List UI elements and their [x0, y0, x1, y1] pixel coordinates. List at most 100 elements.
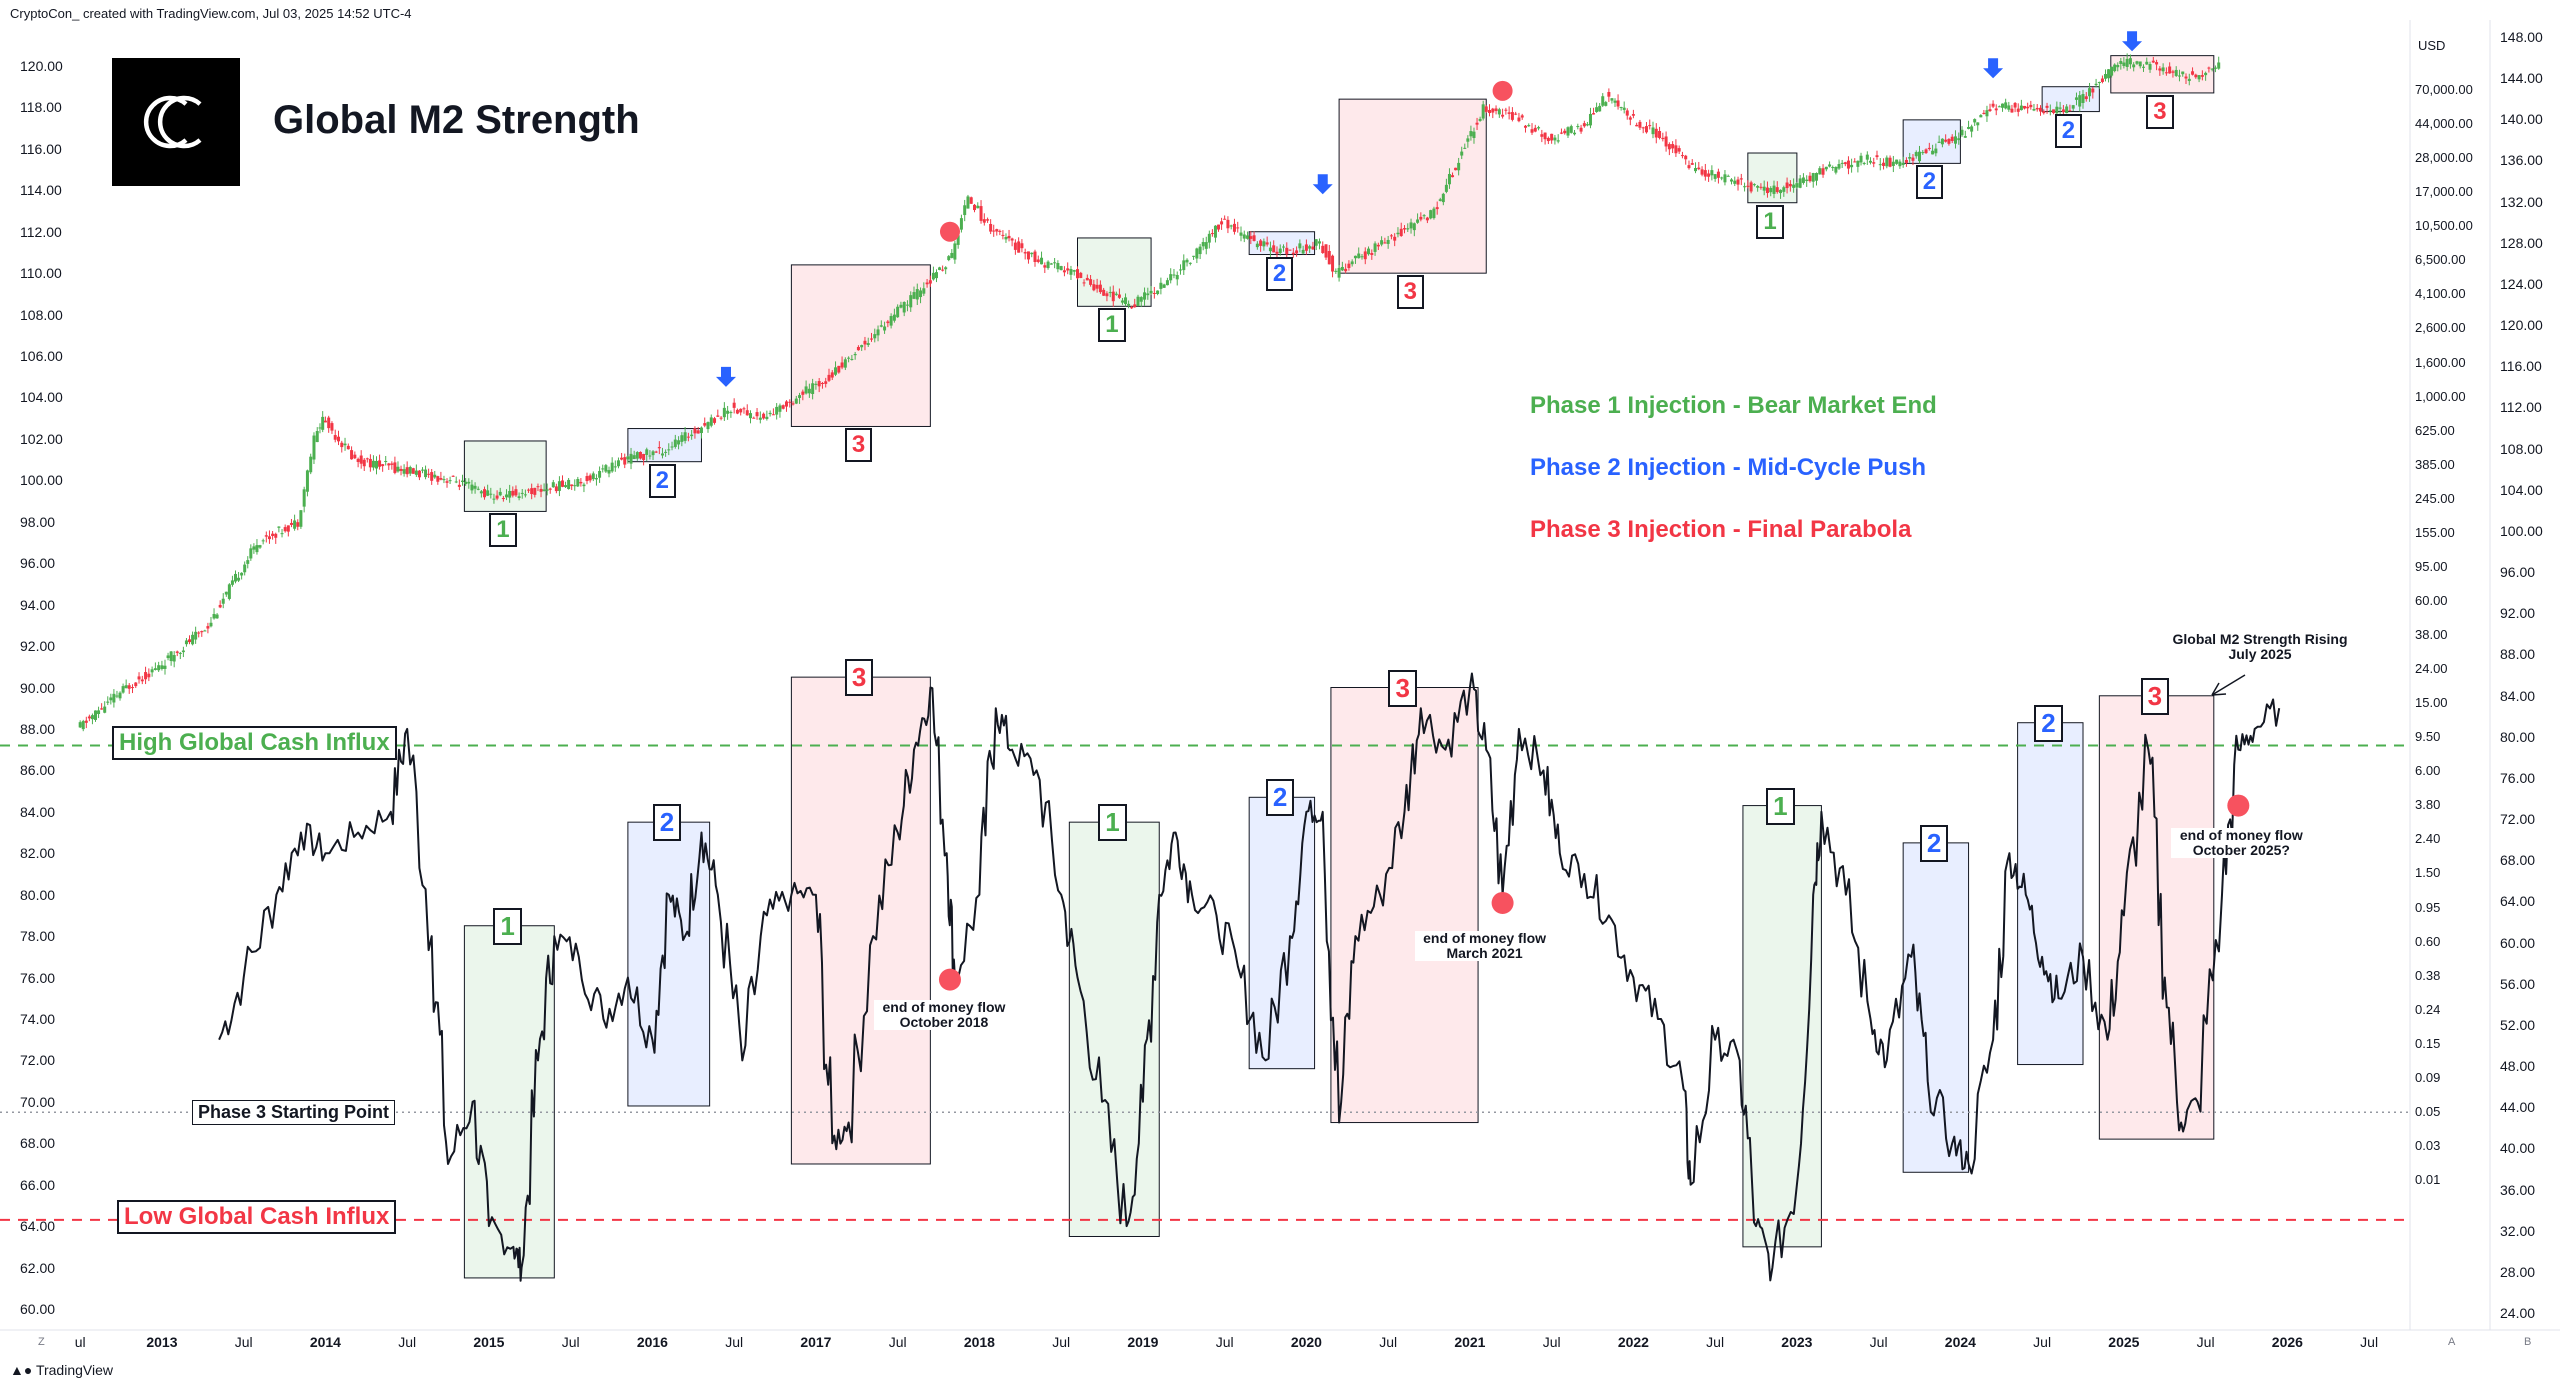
left-axis-tick: 94.00 — [20, 596, 56, 613]
btc-candle-body — [902, 302, 906, 313]
btc-candle-body — [1576, 126, 1580, 128]
btc-candle-body — [1217, 224, 1221, 230]
btc-candle-body — [1878, 164, 1882, 166]
left-axis-tick: 88.00 — [20, 720, 56, 737]
m2-rising-note: Global M2 Strength Rising July 2025 — [2160, 632, 2360, 662]
btc-candle-body — [778, 405, 782, 412]
btc-candle-body — [1911, 157, 1915, 161]
btc-candle-body — [483, 489, 487, 498]
btc-candle-body — [1239, 232, 1243, 236]
btc-candle-body — [992, 230, 996, 232]
right-axis-tick: 116.00 — [2500, 358, 2542, 375]
x-axis-tick: Jul — [1215, 1334, 1234, 1350]
btc-candle-body — [1707, 173, 1711, 177]
btc-candle-body — [690, 434, 694, 437]
btc-candle-body — [137, 676, 141, 680]
btc-candle-body — [950, 252, 954, 258]
btc-candle-body — [1713, 174, 1717, 179]
btc-candle-body — [1661, 137, 1665, 140]
btc-candle-body — [2181, 71, 2185, 75]
btc-candle-body — [1543, 132, 1547, 140]
blue-down-arrow-icon-0 — [715, 366, 736, 387]
btc-candle-body — [2065, 106, 2069, 114]
note-line-2: October 2025? — [2192, 841, 2290, 858]
btc-candle-body — [788, 401, 792, 403]
btc-candle-body — [381, 464, 385, 467]
btc-candle-body — [90, 715, 94, 720]
btc-candle-body — [230, 580, 234, 585]
btc-candle-body — [853, 353, 857, 356]
left-axis-tick: 60.00 — [20, 1301, 56, 1317]
btc-candle-body — [2029, 104, 2033, 108]
btc-candle-body — [762, 413, 766, 419]
btc-candle-body — [1914, 152, 1918, 157]
btc-candle-body — [1255, 243, 1259, 248]
btc-candle-body — [1950, 136, 1954, 141]
level-label-high: High Global Cash Influx — [112, 725, 397, 760]
btc-candle-body — [594, 478, 598, 480]
btc-candle-body — [1891, 161, 1895, 166]
btc-candle-body — [1393, 236, 1397, 241]
btc-candle-body — [1179, 269, 1183, 271]
right-axis-tick: 132.00 — [2500, 193, 2543, 210]
btc-candle-body — [716, 415, 720, 417]
btc-candle-body — [2125, 58, 2129, 67]
btc-candle-body — [1007, 235, 1011, 239]
btc-candle-body — [1994, 108, 1998, 111]
btc-candle-body — [626, 456, 630, 460]
btc-candle-body — [2135, 61, 2139, 64]
btc-candle-body — [221, 598, 225, 604]
btc-candle-body — [651, 451, 655, 456]
right-axis-tick: 52.00 — [2500, 1016, 2536, 1033]
btc-candle-body — [1792, 184, 1796, 188]
x-axis-tick: Jul — [1542, 1334, 1561, 1350]
btc-axis-tick: 6,500.00 — [2415, 252, 2466, 268]
btc-candle-body — [2026, 106, 2030, 109]
btc-candle-body — [709, 417, 713, 426]
btc-candle-body — [2088, 88, 2092, 97]
btc-candle-body — [573, 485, 577, 487]
btc-candle-body — [1412, 223, 1416, 231]
phase-label-upper-5: 3 — [1396, 275, 1425, 310]
btc-candle-body — [824, 381, 828, 384]
btc-candle-body — [1901, 162, 1905, 165]
btc-candle-body — [1501, 114, 1505, 117]
x-axis-tick: 2020 — [1290, 1334, 1322, 1350]
btc-candle-body — [1340, 266, 1344, 271]
x-axis-tick: 2017 — [800, 1334, 832, 1350]
phase-label-lower-3: 1 — [1098, 804, 1127, 842]
btc-candle-body — [915, 289, 919, 300]
btc-candle-body — [1017, 241, 1021, 253]
btc-candle-body — [1023, 252, 1027, 254]
btc-candle-body — [1001, 234, 1005, 236]
btc-candle-body — [1940, 138, 1944, 145]
btc-candle-body — [346, 445, 350, 450]
btc-candle-body — [368, 458, 372, 468]
btc-candle-body — [197, 632, 201, 634]
btc-candle-body — [2061, 109, 2065, 113]
btc-candle-body — [296, 522, 300, 527]
btc-candle-body — [938, 267, 942, 270]
btc-candle-body — [1947, 138, 1951, 144]
btc-candle-body — [451, 475, 455, 477]
btc-candle-body — [271, 533, 275, 536]
btc-candle-body — [1625, 110, 1629, 116]
btc-candle-body — [464, 481, 468, 485]
tradingview-brand: ▲● TradingView — [10, 1362, 113, 1378]
btc-candle-body — [299, 510, 303, 527]
btc-candle-body — [610, 462, 614, 472]
btc-candle-body — [200, 631, 204, 633]
btc-candle-body — [869, 338, 873, 340]
btc-candle-body — [112, 693, 116, 703]
btc-candle-body — [1850, 164, 1854, 168]
btc-candle-body — [856, 346, 860, 351]
btc-candle-body — [1056, 262, 1060, 270]
btc-candle-body — [1788, 183, 1792, 187]
x-axis-tick: Jul — [888, 1334, 907, 1350]
btc-candle-body — [1749, 182, 1753, 192]
btc-candle-body — [686, 436, 690, 438]
btc-candle-body — [648, 455, 652, 457]
btc-candle-body — [1337, 267, 1341, 278]
btc-candle-body — [1811, 173, 1815, 182]
